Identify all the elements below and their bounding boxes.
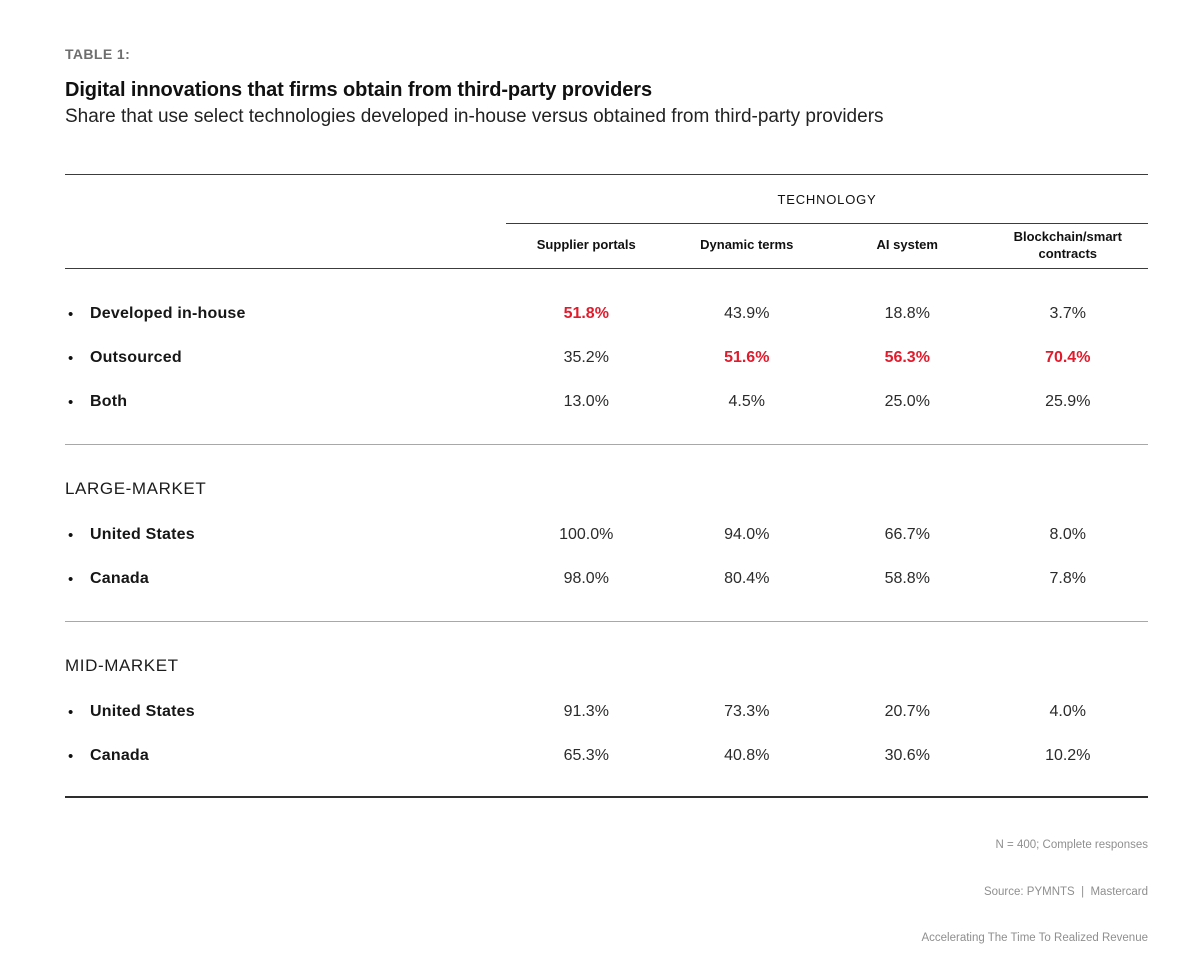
row-label: Both bbox=[90, 393, 128, 410]
cell-value: 51.8% bbox=[563, 305, 609, 322]
bullet-icon: • bbox=[68, 305, 74, 323]
table-row: • Both 13.0% 4.5% 25.0% 25.9% bbox=[65, 380, 1148, 424]
row-label-cell: • Canada bbox=[65, 747, 506, 765]
cell-value: 58.8% bbox=[884, 570, 930, 587]
bullet-icon: • bbox=[68, 526, 74, 544]
column-group-row: TECHNOLOGY bbox=[65, 174, 1148, 223]
section-heading: MID-MARKET bbox=[65, 656, 179, 675]
cell-value: 51.6% bbox=[724, 349, 770, 366]
cell-value: 65.3% bbox=[563, 747, 609, 764]
section-divider bbox=[65, 621, 1148, 622]
cell-value: 80.4% bbox=[724, 570, 770, 587]
cell-value: 100.0% bbox=[559, 526, 614, 543]
table-row: • Canada 65.3% 40.8% 30.6% 10.2% bbox=[65, 734, 1148, 778]
cell-value: 30.6% bbox=[884, 747, 930, 764]
row-label-cell: • Outsourced bbox=[65, 349, 506, 367]
footnote-sample-size: N = 400; Complete responses bbox=[995, 839, 1148, 851]
cell-value: 40.8% bbox=[724, 747, 770, 764]
cell-value: 98.0% bbox=[563, 570, 609, 587]
cell-value: 66.7% bbox=[884, 526, 930, 543]
row-label: Canada bbox=[90, 747, 149, 764]
section-divider bbox=[65, 444, 1148, 445]
table-footnote: N = 400; Complete responses Source: PYMN… bbox=[65, 807, 1148, 978]
table-row: • Developed in-house 51.8% 43.9% 18.8% 3… bbox=[65, 292, 1148, 336]
cell-value: 73.3% bbox=[724, 703, 770, 720]
table-row: • Canada 98.0% 80.4% 58.8% 7.8% bbox=[65, 557, 1148, 601]
page-title: Digital innovations that firms obtain fr… bbox=[65, 79, 652, 101]
cell-value: 7.8% bbox=[1049, 570, 1086, 587]
column-header: Blockchain/smart contracts bbox=[1013, 229, 1122, 261]
column-header-row: Supplier portals Dynamic terms AI system… bbox=[65, 223, 1148, 269]
table-bottom-rule bbox=[65, 796, 1148, 798]
cell-value: 56.3% bbox=[884, 349, 930, 366]
page-subtitle: Share that use select technologies devel… bbox=[65, 106, 884, 127]
bullet-icon: • bbox=[68, 570, 74, 588]
cell-value: 25.9% bbox=[1045, 393, 1091, 410]
cell-value: 18.8% bbox=[884, 305, 930, 322]
row-label: Outsourced bbox=[90, 349, 182, 366]
cell-value: 70.4% bbox=[1045, 349, 1091, 366]
row-label: Developed in-house bbox=[90, 305, 246, 322]
row-label: Canada bbox=[90, 570, 149, 587]
bullet-icon: • bbox=[68, 349, 74, 367]
table-label: TABLE 1: bbox=[65, 46, 131, 62]
column-header: Dynamic terms bbox=[700, 237, 794, 253]
table-row: • Outsourced 35.2% 51.6% 56.3% 70.4% bbox=[65, 336, 1148, 380]
bullet-icon: • bbox=[68, 393, 74, 411]
cell-value: 43.9% bbox=[724, 305, 770, 322]
row-label-cell: • United States bbox=[65, 526, 506, 544]
footnote-source: Source: PYMNTS | Mastercard bbox=[983, 885, 1148, 898]
bullet-icon: • bbox=[68, 703, 74, 721]
cell-value: 35.2% bbox=[563, 349, 609, 366]
table-row: • United States 100.0% 94.0% 66.7% 8.0% bbox=[65, 513, 1148, 557]
footnote-report-title: Accelerating The Time To Realized Revenu… bbox=[921, 932, 1148, 944]
cell-value: 25.0% bbox=[884, 393, 930, 410]
cell-value: 3.7% bbox=[1049, 305, 1086, 322]
column-group-header: TECHNOLOGY bbox=[777, 191, 877, 207]
table-row: • United States 91.3% 73.3% 20.7% 4.0% bbox=[65, 690, 1148, 734]
cell-value: 8.0% bbox=[1049, 526, 1086, 543]
row-label: United States bbox=[90, 526, 195, 543]
data-table: TECHNOLOGY Supplier portals Dynamic term… bbox=[65, 174, 1148, 798]
cell-value: 94.0% bbox=[724, 526, 770, 543]
column-header: Supplier portals bbox=[536, 237, 636, 253]
row-label-cell: • Both bbox=[65, 393, 506, 411]
row-label-cell: • Developed in-house bbox=[65, 305, 506, 323]
column-header: AI system bbox=[876, 237, 938, 253]
section-heading: LARGE-MARKET bbox=[65, 479, 207, 498]
cell-value: 20.7% bbox=[884, 703, 930, 720]
row-label-cell: • United States bbox=[65, 703, 506, 721]
cell-value: 91.3% bbox=[563, 703, 609, 720]
cell-value: 4.0% bbox=[1049, 703, 1086, 720]
row-label-cell: • Canada bbox=[65, 570, 506, 588]
row-label: United States bbox=[90, 703, 195, 720]
cell-value: 10.2% bbox=[1045, 747, 1091, 764]
cell-value: 4.5% bbox=[728, 393, 765, 410]
cell-value: 13.0% bbox=[563, 393, 609, 410]
bullet-icon: • bbox=[68, 747, 74, 765]
